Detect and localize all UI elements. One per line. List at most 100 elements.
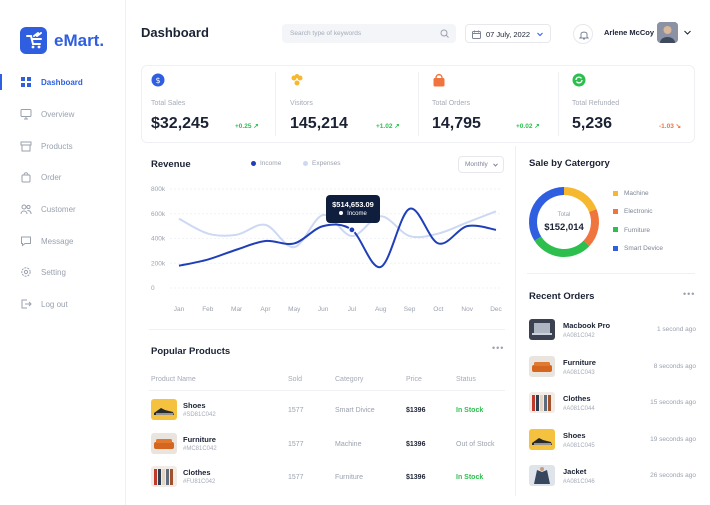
y-tick-label: 600k — [151, 211, 166, 218]
brand-name: eMart. — [54, 31, 105, 50]
users-icon — [20, 204, 32, 215]
col-header-price: Price — [406, 376, 422, 383]
user-menu-chevron-icon[interactable] — [684, 30, 691, 35]
donut-slice-furniture[interactable] — [534, 236, 590, 257]
legend-item-electronic[interactable]: Electronic — [613, 208, 653, 215]
nav-item-logout[interactable]: Log out — [20, 296, 120, 312]
order-code: #A081C045 — [563, 442, 595, 449]
y-tick-label: 200k — [151, 260, 166, 267]
stat-card-total-refunded[interactable]: Total Refunded 5,236 -1.03 ↘ — [562, 72, 692, 136]
x-tick-label: Oct — [433, 306, 443, 313]
order-thumbnail — [529, 319, 555, 340]
stat-value: $32,245 — [151, 115, 209, 132]
svg-text:$: $ — [155, 76, 160, 85]
chevron-down-icon — [493, 163, 498, 167]
col-header-sold: Sold — [288, 376, 303, 383]
product-code: #MC81C042 — [183, 445, 217, 452]
order-thumbnail — [529, 465, 555, 486]
grid-icon — [21, 77, 31, 87]
donut-slice-smart-device[interactable] — [529, 187, 565, 241]
refund-icon — [572, 73, 586, 87]
x-tick-label: Aug — [375, 306, 387, 313]
donut-slice-electronic[interactable] — [583, 209, 599, 246]
divider — [149, 329, 505, 330]
stats-panel — [141, 65, 695, 143]
donut-slice-machine[interactable] — [563, 187, 597, 213]
logo-icon — [20, 27, 47, 54]
legend-expenses[interactable]: Expenses — [303, 160, 341, 167]
donut-total-label: Total — [557, 212, 571, 218]
order-code: #A081C046 — [563, 479, 595, 485]
product-sold: 1577 — [288, 407, 304, 414]
recent-orders-title: Recent Orders — [529, 291, 595, 302]
legend-item-smart-device[interactable]: Smart Device — [613, 245, 663, 252]
stat-divider — [558, 72, 559, 136]
more-options-icon[interactable]: ••• — [683, 289, 696, 299]
stat-change: +0.02 ↗ — [516, 123, 540, 130]
popular-products-title: Popular Products — [151, 346, 231, 357]
search-input[interactable]: Search type of keywords — [282, 24, 456, 43]
more-options-icon[interactable]: ••• — [492, 343, 505, 353]
date-picker[interactable]: 07 July, 2022 — [465, 24, 551, 43]
x-tick-label: May — [288, 306, 301, 313]
nav-item-message[interactable]: Message — [20, 233, 120, 249]
nav-item-products[interactable]: Products — [20, 138, 120, 154]
tooltip-value: $514,653.09 — [332, 200, 374, 209]
stat-value: 14,795 — [432, 115, 481, 132]
stat-card-total-sales[interactable]: $ Total Sales $32,245 +0.25 ↗ — [141, 72, 271, 136]
donut-total-value: $152,014 — [544, 222, 584, 233]
stat-change: +0.25 ↗ — [235, 123, 259, 130]
divider — [527, 273, 695, 274]
period-select[interactable]: Monthly — [458, 156, 504, 173]
product-name: Shoes — [183, 401, 206, 410]
order-name: Furniture — [563, 357, 596, 367]
nav-item-setting[interactable]: Setting — [20, 264, 120, 280]
product-name: Clothes — [183, 468, 211, 477]
product-code: #SD81C042 — [183, 412, 216, 418]
order-time: 1 second ago — [656, 326, 696, 333]
order-name: Shoes — [563, 430, 586, 440]
stat-label: Visitors — [290, 100, 313, 107]
nav-label: Setting — [41, 267, 66, 277]
product-category: Furniture — [335, 474, 364, 481]
box-icon — [20, 141, 32, 152]
nav-item-customer[interactable]: Customer — [20, 201, 120, 217]
order-code: #A081C044 — [563, 406, 595, 412]
avatar[interactable] — [657, 22, 678, 43]
bag-icon — [21, 172, 31, 183]
legend-income[interactable]: Income — [251, 160, 281, 167]
order-thumbnail — [529, 392, 555, 413]
product-price: $1396 — [406, 407, 426, 414]
stat-card-total-orders[interactable]: Total Orders 14,795 +0.02 ↗ — [422, 72, 552, 136]
notification-button[interactable] — [573, 24, 593, 44]
logout-icon — [21, 299, 32, 309]
date-value: 07 July, 2022 — [486, 30, 531, 39]
page-title: Dashboard — [141, 25, 209, 40]
nav-item-overview[interactable]: Overview — [20, 106, 120, 122]
x-tick-label: Nov — [461, 306, 473, 313]
stat-card-visitors[interactable]: Visitors 145,214 +1.02 ↗ — [280, 72, 410, 136]
highlight-point[interactable] — [348, 226, 356, 234]
product-category: Machine — [335, 440, 362, 448]
x-tick-label: Apr — [260, 306, 271, 313]
stat-divider — [275, 72, 276, 136]
revenue-title: Revenue — [151, 159, 191, 170]
product-category: Smart Divice — [335, 407, 375, 414]
stat-value: 145,214 — [290, 115, 348, 132]
nav-item-dashboard[interactable]: Dashboard — [20, 74, 120, 90]
chat-icon — [21, 236, 31, 247]
product-price: $1396 — [406, 440, 426, 448]
legend-item-machine[interactable]: Machine — [613, 190, 649, 197]
product-sold: 1577 — [288, 440, 304, 448]
col-header-category: Category — [335, 376, 364, 383]
column-divider — [515, 146, 516, 496]
bell-icon — [579, 31, 589, 40]
x-tick-label: Feb — [202, 306, 214, 313]
search-icon[interactable] — [440, 29, 449, 38]
stat-label: Total Refunded — [572, 100, 620, 107]
tooltip-label: Income — [326, 211, 380, 217]
divider — [149, 390, 505, 391]
nav-item-order[interactable]: Order — [20, 169, 120, 185]
legend-item-furniture[interactable]: Furniture — [613, 227, 650, 234]
chevron-down-icon — [537, 32, 543, 37]
